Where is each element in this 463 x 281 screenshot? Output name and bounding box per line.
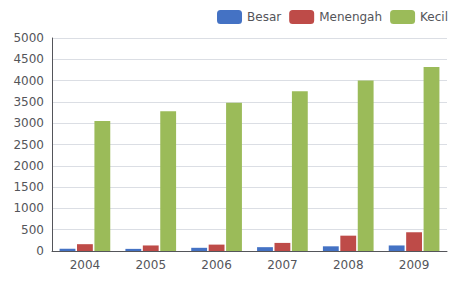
svg-text:Menengah: Menengah	[319, 10, 382, 24]
svg-text:0: 0	[36, 244, 44, 258]
svg-text:3500: 3500	[13, 95, 44, 109]
svg-text:4500: 4500	[13, 52, 44, 66]
svg-text:2005: 2005	[135, 258, 166, 272]
svg-text:4000: 4000	[13, 74, 44, 88]
svg-text:Besar: Besar	[247, 10, 281, 24]
svg-text:2006: 2006	[201, 258, 232, 272]
svg-text:2500: 2500	[13, 138, 44, 152]
svg-text:2000: 2000	[13, 159, 44, 173]
svg-text:1500: 1500	[13, 180, 44, 194]
svg-text:500: 500	[21, 223, 44, 237]
svg-text:3000: 3000	[13, 116, 44, 130]
svg-text:Kecil: Kecil	[420, 10, 448, 24]
svg-text:1000: 1000	[13, 201, 44, 215]
svg-text:2004: 2004	[70, 258, 101, 272]
svg-text:2007: 2007	[267, 258, 298, 272]
svg-text:5000: 5000	[13, 31, 44, 45]
svg-text:2008: 2008	[333, 258, 364, 272]
svg-text:2009: 2009	[399, 258, 430, 272]
